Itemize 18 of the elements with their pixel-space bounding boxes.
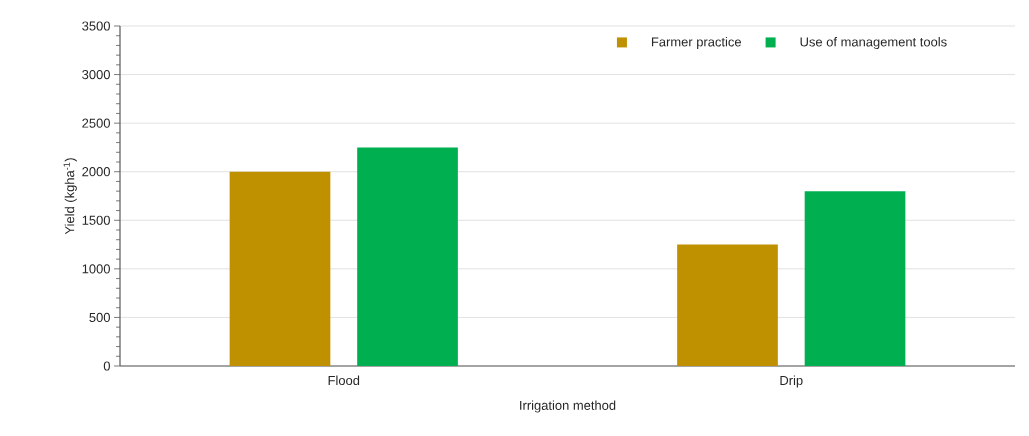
y-tick-label: 2000 (82, 167, 110, 177)
y-tick-label: 1500 (82, 215, 110, 225)
y-tick-label: 2500 (82, 118, 110, 128)
legend-label: Farmer practice (651, 36, 742, 50)
y-tick-label: 3500 (82, 21, 110, 31)
y-tick-label: 1000 (82, 264, 110, 274)
y-tick-label: 0 (103, 361, 110, 371)
bar (357, 147, 458, 366)
bar (677, 244, 778, 366)
x-tick-label: Drip (780, 375, 803, 388)
bar (804, 191, 906, 366)
bar (229, 171, 331, 366)
y-tick-label: 500 (89, 312, 110, 323)
x-tick-label: Flood (328, 375, 360, 386)
x-axis-title: Irrigation method (520, 400, 616, 413)
y-axis-title: Yield (kgha$^{-1}$) (63, 158, 77, 235)
legend-label: Use of management tools (800, 36, 947, 50)
y-tick-label: 3000 (82, 69, 110, 80)
